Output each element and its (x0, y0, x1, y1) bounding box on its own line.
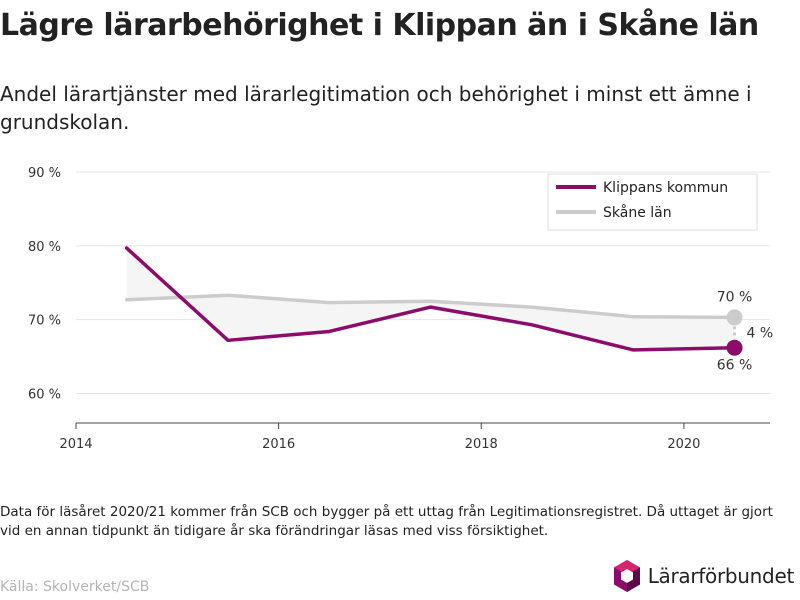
axes: 60 % 70 % 80 % 90 % 2014 2016 2018 2020 (28, 166, 770, 450)
end-label-klippan: 66 % (717, 358, 753, 374)
x-tick-label: 2014 (59, 437, 92, 450)
x-tick-label: 2018 (465, 437, 498, 450)
end-point-skane (726, 309, 743, 326)
difference-area (126, 248, 735, 350)
series-line-skane (124, 293, 737, 320)
difference-area-fill (126, 248, 735, 350)
legend: Klippans kommun Skåne län (547, 173, 758, 231)
legend-label-skane: Skåne län (603, 204, 672, 221)
end-point-klippan (726, 339, 743, 356)
x-tick-label: 2016 (262, 437, 295, 450)
line-chart: 60 % 70 % 80 % 90 % 2014 2016 2018 2020 70 % 66 … (28, 166, 773, 450)
series-lines (124, 246, 737, 352)
lararforbundet-logo-icon (613, 560, 640, 592)
end-label-skane: 70 % (717, 289, 753, 305)
end-annotations: 70 % 66 % 4 % (717, 289, 773, 373)
y-tick-label: 90 % (28, 166, 61, 181)
series-line-klippan (124, 246, 737, 352)
chart-title: Lägre lärarbehörighet i Klippan än i Skå… (0, 8, 759, 43)
source-text: Källa: Skolverket/SCB (0, 579, 150, 595)
legend-box (547, 173, 758, 231)
chart-subtitle: Andel lärartjänster med lärarlegitimatio… (0, 82, 752, 134)
footnote: Data för läsåret 2020/21 kommer från SCB… (0, 504, 773, 539)
difference-label: 4 % (747, 326, 774, 342)
y-tick-label: 80 % (28, 240, 61, 255)
x-tick-label: 2020 (667, 437, 700, 450)
brand: Lärarförbundet (612, 558, 794, 594)
brand-name: Lärarförbundet (647, 564, 795, 588)
y-tick-label: 60 % (28, 387, 61, 402)
legend-label-klippan: Klippans kommun (603, 180, 728, 196)
y-tick-label: 70 % (28, 314, 61, 329)
